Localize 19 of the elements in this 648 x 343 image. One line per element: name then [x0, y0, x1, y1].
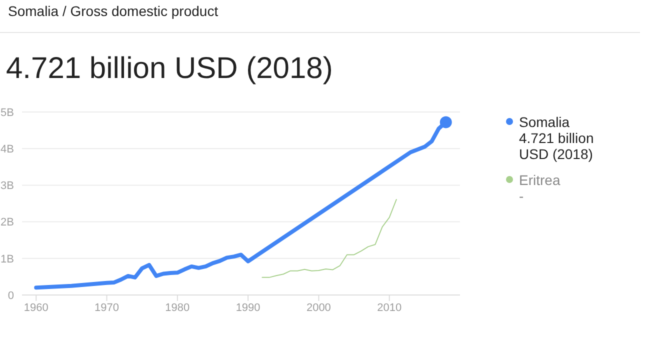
text: -: [519, 188, 525, 204]
text: 4.721 billion USD (2018): [519, 130, 595, 162]
x-tick-label: 2000: [306, 302, 331, 314]
y-tick-label: 0: [8, 290, 14, 302]
x-tick-label: 1980: [165, 302, 190, 314]
line-series: [262, 198, 397, 278]
y-tick-label: 1B: [0, 253, 14, 266]
x-tick-label: 2010: [377, 302, 402, 314]
y-tick-label: 5B: [0, 106, 14, 119]
y-tick-label: 2B: [0, 216, 14, 229]
chart-title: 4.721 billion USD (2018): [6, 52, 333, 86]
x-tick-label: 1970: [94, 302, 120, 314]
x-tick-label: 1990: [236, 302, 260, 314]
x-tick-label: 1960: [24, 302, 48, 314]
y-tick-label: 3B: [0, 180, 14, 192]
legend-label: Eritrea: [519, 172, 562, 188]
legend-label: Somalia: [519, 114, 571, 130]
y-tick-label: 4B: [0, 144, 14, 156]
text: Somalia / Gross domestic product: [8, 3, 218, 19]
